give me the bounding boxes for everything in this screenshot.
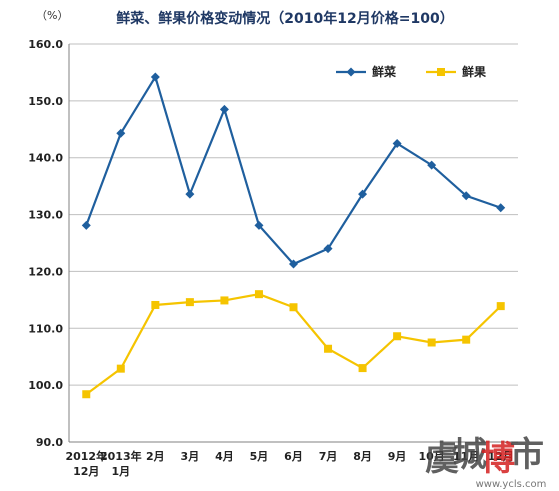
data-point [289, 303, 298, 312]
x-tick-label: 12月 [488, 450, 514, 463]
legend-label: 鲜果 [462, 64, 486, 79]
x-tick-label: 7月 [319, 450, 338, 463]
x-tick-label: 10月 [418, 450, 444, 463]
data-point [393, 332, 402, 341]
x-tick-label: 2012年 12月 [65, 449, 107, 478]
legend-label: 鲜菜 [372, 64, 396, 79]
y-tick-label: 140.0 [28, 152, 63, 165]
data-point [324, 344, 333, 353]
data-point [220, 296, 229, 305]
x-tick-label: 2013年 1月 [100, 449, 142, 478]
legend-marker [437, 68, 445, 76]
legend-marker [346, 67, 356, 77]
data-point [462, 335, 471, 344]
data-point [116, 364, 125, 373]
y-tick-label: 160.0 [28, 38, 63, 51]
y-tick-label: 150.0 [28, 95, 63, 108]
data-point [254, 290, 263, 299]
y-tick-label: 90.0 [36, 436, 63, 449]
x-tick-label: 2月 [146, 450, 165, 463]
data-point [150, 72, 160, 82]
data-point [392, 139, 402, 148]
x-tick-label: 5月 [250, 450, 269, 463]
data-point [289, 259, 298, 269]
data-point [461, 191, 471, 201]
x-tick-label: 8月 [353, 450, 372, 463]
watermark-logo-char: 虞 [425, 439, 459, 479]
data-point [219, 104, 229, 114]
data-point [358, 364, 367, 373]
gridlines [68, 43, 518, 443]
data-point [427, 338, 436, 347]
watermark-logo-char: 博 [481, 439, 515, 479]
y-tick-label: 130.0 [28, 209, 63, 222]
y-tick-label: 120.0 [28, 265, 63, 278]
data-point [254, 220, 264, 230]
data-point [496, 302, 505, 311]
x-tick-label: 3月 [181, 450, 200, 463]
x-tick-label: 6月 [284, 450, 303, 463]
y-axis-ticks: 90.0 100.0 110.0 120.0 130.0 140.0 150.0 160.0 [28, 38, 63, 449]
chart-title: 鲜菜、鲜果价格变动情况（2010年12月价格=100） [116, 10, 453, 27]
data-point [496, 203, 506, 213]
data-point [81, 220, 91, 230]
x-tick-label: 9月 [388, 450, 407, 463]
series-line-1 [85, 74, 502, 266]
data-point [116, 128, 126, 138]
data-point [323, 244, 333, 254]
data-point [358, 189, 368, 199]
y-tick-label: 100.0 [28, 379, 63, 392]
watermark-logo-char: 市 [510, 435, 544, 475]
data-point [185, 298, 194, 307]
y-unit-label: （%） [36, 9, 68, 22]
data-point [82, 390, 91, 399]
legend: 鲜菜 鲜果 [336, 64, 486, 79]
watermark-url: www.ycls.com [476, 479, 547, 490]
data-point [427, 160, 437, 170]
x-tick-label: 11月 [453, 450, 479, 463]
series-group [81, 72, 506, 399]
y-tick-label: 110.0 [28, 322, 63, 335]
data-point [185, 189, 195, 199]
x-tick-label: 4月 [215, 450, 234, 463]
data-point [151, 300, 160, 309]
watermark-logo-char: 城 [453, 435, 487, 475]
